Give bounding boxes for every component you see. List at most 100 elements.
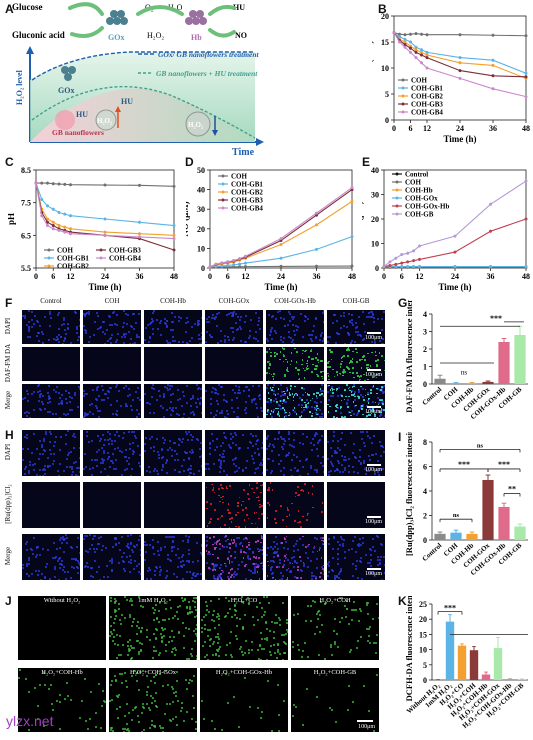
y-tick-label: 6	[423, 463, 427, 472]
x-tick-label: 36	[487, 272, 495, 281]
y-axis-label: NO (μM)	[362, 201, 364, 236]
a-hb: Hb	[191, 33, 202, 42]
x-tick-label: 0	[208, 272, 212, 281]
bar	[498, 342, 510, 384]
micrograph: 100μm	[327, 430, 385, 476]
y-tick-label: 0	[375, 264, 379, 273]
panel-e-chart: 0 10 20 30 40 0 6 12 24 36 48 Time (h) NO (μM) Contro…	[362, 166, 530, 292]
micrograph	[83, 310, 141, 344]
y-axis-label: NO (μM)	[186, 201, 190, 236]
y-tick-label: 25	[419, 600, 427, 609]
y-tick-label: 20	[197, 225, 205, 234]
bar	[450, 532, 462, 540]
a-legend-1: GOx/ GB nanoflowers treatment	[158, 50, 260, 59]
a-xlabel: Time	[232, 147, 255, 158]
x-tick-label: 24	[101, 272, 109, 281]
micrograph	[205, 310, 263, 344]
series-line-4	[383, 218, 527, 268]
micrograph	[266, 310, 324, 344]
y-tick-label: 10	[371, 240, 379, 249]
bar	[481, 674, 491, 680]
micrograph	[144, 347, 202, 381]
micrograph	[83, 347, 141, 381]
column-label: COH-GOx-Hb	[274, 297, 316, 305]
micrograph	[144, 430, 202, 476]
x-axis-label: Time (h)	[88, 282, 121, 292]
scale-bar	[367, 568, 381, 570]
significance-label: ***	[444, 604, 456, 613]
significance-label: ns	[453, 512, 460, 519]
x-tick-label: 24	[451, 272, 459, 281]
micrograph	[144, 384, 202, 418]
legend-label: COH-GB3	[411, 101, 443, 109]
legend-label: COH-GB1	[411, 85, 443, 93]
y-tick-label: 8	[423, 438, 427, 447]
legend-label: COH-GB2	[411, 93, 443, 101]
micrograph	[205, 534, 263, 580]
bar	[445, 621, 455, 680]
y-tick-label: 0	[201, 264, 205, 273]
y-tick-label: 30	[197, 205, 205, 214]
bar	[514, 526, 526, 540]
column-label: COH-GOx	[218, 297, 250, 305]
x-tick-label: 6	[51, 272, 55, 281]
a-h2o2-top: H₂O₂	[147, 31, 164, 40]
micrograph	[22, 482, 80, 528]
legend-label: COH-GB2	[57, 263, 89, 271]
column-label: COH	[104, 297, 120, 305]
panel-j-letter: J	[5, 594, 12, 608]
panel-f-grid: Control COH COH-Hb COH-GOx COH-GOx-Hb COH-GB D…	[0, 296, 390, 422]
micrograph-caption: H₂O₂+COH-GB	[313, 669, 357, 676]
micrograph: H₂O₂+COH-Hb	[18, 668, 106, 732]
x-tick-label: 6	[400, 272, 404, 281]
x-tick-label: 6	[226, 272, 230, 281]
panel-i-chart: 02468ControlCOHCOH-HbCOH-GOxCOH-GOx-HbCO…	[404, 432, 528, 577]
legend-label: Control	[405, 171, 428, 179]
y-tick-label: 5.5	[21, 264, 31, 273]
y-tick-label: 0	[423, 676, 427, 685]
scale-bar	[367, 516, 381, 518]
a-gox-cluster-icon	[106, 10, 128, 25]
series-line-1	[209, 236, 353, 268]
y-tick-label: 30	[371, 191, 379, 200]
scale-bar-label: 100μm	[365, 519, 382, 525]
a-h2o2-bubble-1-icon	[95, 109, 117, 131]
panel-a-letter: A	[5, 2, 14, 16]
series-line-1	[393, 32, 527, 74]
micrograph	[266, 384, 324, 418]
y-tick-label: 4	[423, 487, 427, 496]
legend-label: COH-GB	[405, 211, 434, 219]
y-tick-label: 40	[371, 166, 379, 175]
a-hu-right: HU	[121, 97, 133, 106]
significance-label: ***	[498, 460, 510, 469]
a-h2o2-bubble-2: H₂O₂	[188, 121, 203, 129]
panel-b-chart: 0 5 10 15 20 0 6 12 24 36 48 Time (h) Glucose (mM) CO…	[372, 12, 530, 144]
legend-label: COH-GB3	[231, 197, 263, 205]
panel-g-letter: G	[398, 296, 408, 310]
x-tick-label: 12	[416, 272, 424, 281]
micrograph	[266, 482, 324, 528]
x-tick-label: 48	[522, 124, 530, 133]
a-gox-nano-icon	[61, 66, 76, 81]
panel-k-letter: K	[398, 594, 407, 608]
row-label: Merge	[4, 546, 12, 566]
x-axis-label: Time (h)	[264, 282, 297, 292]
x-tick-label: 12	[242, 272, 250, 281]
micrograph-caption: Without H₂O₂	[43, 597, 81, 604]
x-axis-label: Time (h)	[438, 282, 471, 292]
x-tick-label: 36	[136, 272, 144, 281]
micrograph: H₂O₂+CO	[200, 596, 288, 660]
panel-h-grid: DAPI 100μm [Ru(dpp)₃]Cl₂ 100μm Merge 100μm	[0, 428, 390, 588]
a-green-arrows-icon	[68, 2, 236, 38]
y-tick-label: 20	[371, 215, 379, 224]
x-tick-label: 0	[34, 272, 38, 281]
micrograph-caption: H₂O₂+COH-GOx-Hb	[215, 669, 273, 676]
bar	[498, 506, 510, 540]
significance-label: ***	[458, 460, 470, 469]
scale-bar-label: 100μm	[365, 409, 382, 415]
micrograph	[266, 347, 324, 381]
a-no: NO	[235, 31, 247, 40]
micrograph	[266, 534, 324, 580]
panel-g-chart: 01234ControlCOHCOH-HbCOH-GOxCOH-GOx-HbCO…	[404, 300, 528, 421]
